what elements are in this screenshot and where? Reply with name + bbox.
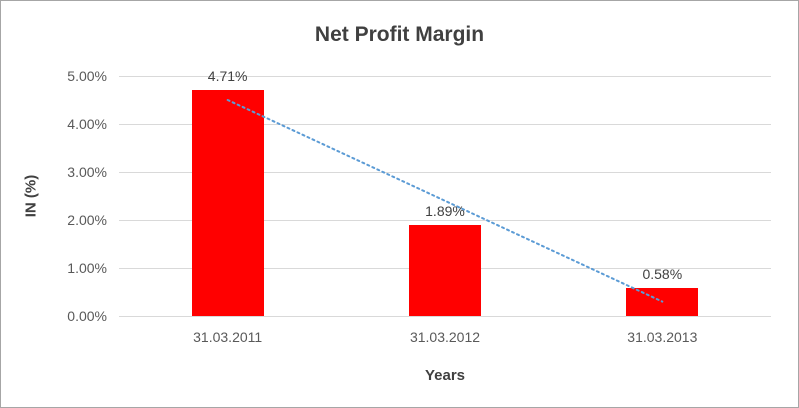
data-label: 4.71%	[207, 67, 248, 84]
gridline	[119, 220, 771, 221]
y-axis-tick-label: 1.00%	[67, 260, 107, 276]
gridline	[119, 316, 771, 317]
y-axis-title: IN (%)	[22, 174, 40, 218]
y-axis-tick-label: 3.00%	[67, 164, 107, 180]
y-axis-tick-label: 5.00%	[67, 68, 107, 84]
x-axis-tick-label: 31.03.2013	[627, 329, 698, 345]
gridline	[119, 76, 771, 77]
y-axis-tick-label: 0.00%	[67, 308, 107, 324]
plot-area: 4.71% 1.89% 0.58%	[119, 68, 771, 317]
x-axis-title: Years	[424, 367, 466, 384]
data-label: 0.58%	[642, 266, 683, 283]
data-label: 1.89%	[425, 203, 465, 220]
gridline	[119, 124, 771, 125]
x-axis-tick-label: 31.03.2011	[193, 329, 263, 345]
chart-title: Net Profit Margin	[314, 23, 485, 46]
trendline	[226, 99, 664, 303]
y-axis-tick-label: 2.00%	[67, 212, 107, 228]
bar-31.03.2011	[191, 89, 264, 316]
gridline	[119, 172, 771, 173]
y-axis-tick-label: 4.00%	[67, 116, 107, 132]
x-axis-tick-label: 31.03.2012	[409, 329, 481, 345]
bar-31.03.2012	[409, 225, 481, 316]
